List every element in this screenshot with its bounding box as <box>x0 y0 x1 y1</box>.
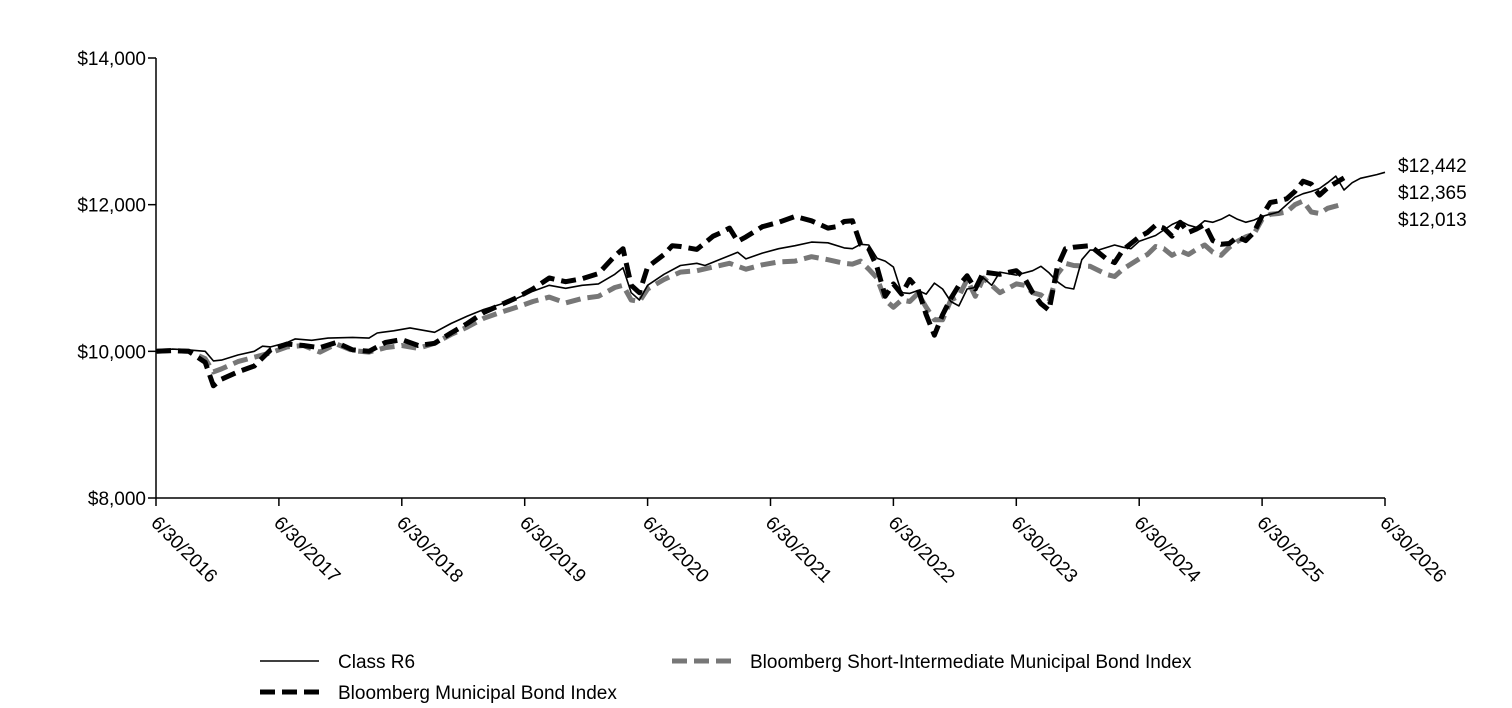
end-label-class-r6: $12,442 <box>1398 156 1467 177</box>
legend-label-short-intermediate-index: Bloomberg Short-Intermediate Municipal B… <box>750 652 1192 673</box>
x-tick-label: 6/30/2020 <box>638 513 713 588</box>
x-tick-label: 6/30/2024 <box>1130 513 1205 588</box>
y-tick-label: $12,000 <box>77 196 146 217</box>
x-tick-label: 6/30/2022 <box>884 513 959 588</box>
x-axis-ticks: 6/30/2016 6/30/2017 6/30/2018 6/30/2019 6/30… <box>146 498 1450 588</box>
x-tick-label: 6/30/2021 <box>761 513 836 588</box>
y-tick-label: $8,000 <box>88 489 146 510</box>
legend-item-class-r6: Class R6 <box>260 652 415 673</box>
x-tick-label: 6/30/2018 <box>392 513 467 588</box>
chart-axes <box>155 58 1385 499</box>
end-label-municipal-bond-index: $12,365 <box>1398 183 1467 204</box>
x-tick-label: 6/30/2026 <box>1375 513 1450 588</box>
legend: Class R6 Bloomberg Municipal Bond Index … <box>260 652 1192 704</box>
y-axis-ticks: $8,000 $10,000 $12,000 $14,000 <box>77 49 156 510</box>
series-lines <box>155 171 1386 389</box>
series-line-municipal-bond-index <box>155 175 1346 389</box>
x-tick-label: 6/30/2016 <box>146 513 221 588</box>
end-label-short-intermediate-index: $12,013 <box>1398 210 1467 231</box>
y-tick-label: $14,000 <box>77 49 146 70</box>
legend-label-class-r6: Class R6 <box>338 652 415 673</box>
x-tick-label: 6/30/2023 <box>1007 513 1082 588</box>
x-tick-label: 6/30/2025 <box>1253 513 1328 588</box>
x-tick-label: 6/30/2019 <box>515 513 590 588</box>
legend-item-short-intermediate-index: Bloomberg Short-Intermediate Municipal B… <box>672 652 1192 673</box>
series-line-class-r6 <box>155 171 1386 362</box>
x-tick-label: 6/30/2017 <box>269 513 344 588</box>
legend-label-municipal-bond-index: Bloomberg Municipal Bond Index <box>338 683 617 704</box>
legend-item-municipal-bond-index: Bloomberg Municipal Bond Index <box>260 683 617 704</box>
series-line-short-intermediate-index <box>155 198 1345 375</box>
y-tick-label: $10,000 <box>77 342 146 363</box>
